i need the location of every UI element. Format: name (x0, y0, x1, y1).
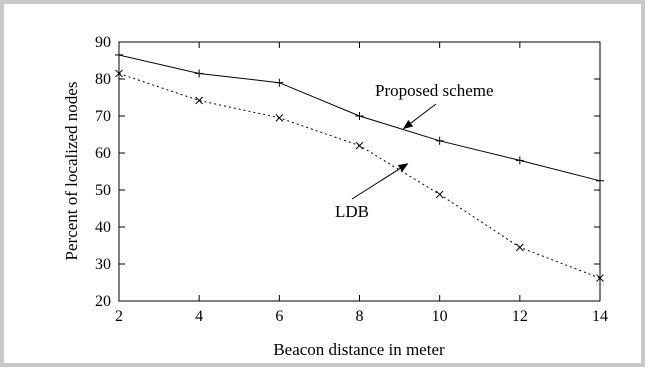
data-point-proposed-scheme (195, 69, 204, 78)
x-tick-label: 6 (275, 308, 283, 325)
series-line-ldb (118, 73, 601, 279)
y-tick-label: 40 (95, 219, 111, 236)
x-tick-label: 14 (592, 308, 608, 325)
y-axis-label: Percent of localized nodes (62, 82, 81, 261)
annotation-arrow (402, 103, 437, 130)
data-point-ldb (435, 190, 444, 199)
data-point-proposed-scheme (596, 176, 604, 185)
x-axis-label: Beacon distance in meter (273, 340, 445, 359)
data-point-proposed-scheme (355, 112, 364, 120)
x-tick-label: 2 (115, 308, 123, 325)
data-point-ldb (596, 274, 604, 282)
annotation-label: Proposed scheme (375, 81, 494, 100)
data-point-ldb (275, 113, 284, 122)
annotation-arrow (351, 163, 409, 200)
y-tick-label: 80 (95, 71, 111, 88)
y-tick-label: 90 (95, 34, 111, 51)
series-layer (115, 50, 604, 282)
data-point-ldb (115, 69, 123, 78)
y-tick-label: 20 (95, 293, 111, 310)
data-point-proposed-scheme (275, 78, 284, 87)
x-tick-label: 12 (512, 308, 528, 325)
tick-labels: 2 4 6 8 10 12 14 20 30 40 50 60 70 80 90 (95, 34, 608, 325)
x-tick-label: 8 (356, 308, 364, 325)
annotation-layer: Proposed scheme LDB (335, 81, 494, 221)
y-tick-label: 70 (95, 108, 111, 125)
annotation-label: LDB (335, 202, 369, 221)
y-tick-label: 30 (95, 256, 111, 273)
y-tick-label: 60 (95, 145, 111, 162)
axis-ticks (118, 41, 601, 302)
data-point-proposed-scheme (435, 136, 444, 145)
y-tick-label: 50 (95, 182, 111, 199)
x-tick-label: 10 (432, 308, 448, 325)
data-point-ldb (355, 141, 364, 150)
x-tick-label: 4 (195, 308, 203, 325)
plot-area-border (118, 41, 601, 302)
data-point-ldb (515, 243, 524, 252)
data-point-ldb (195, 96, 204, 105)
data-point-proposed-scheme (115, 50, 123, 59)
data-point-proposed-scheme (515, 156, 524, 165)
line-chart: 2 4 6 8 10 12 14 20 30 40 50 60 70 80 90 Proposed sche… (62, 34, 608, 359)
